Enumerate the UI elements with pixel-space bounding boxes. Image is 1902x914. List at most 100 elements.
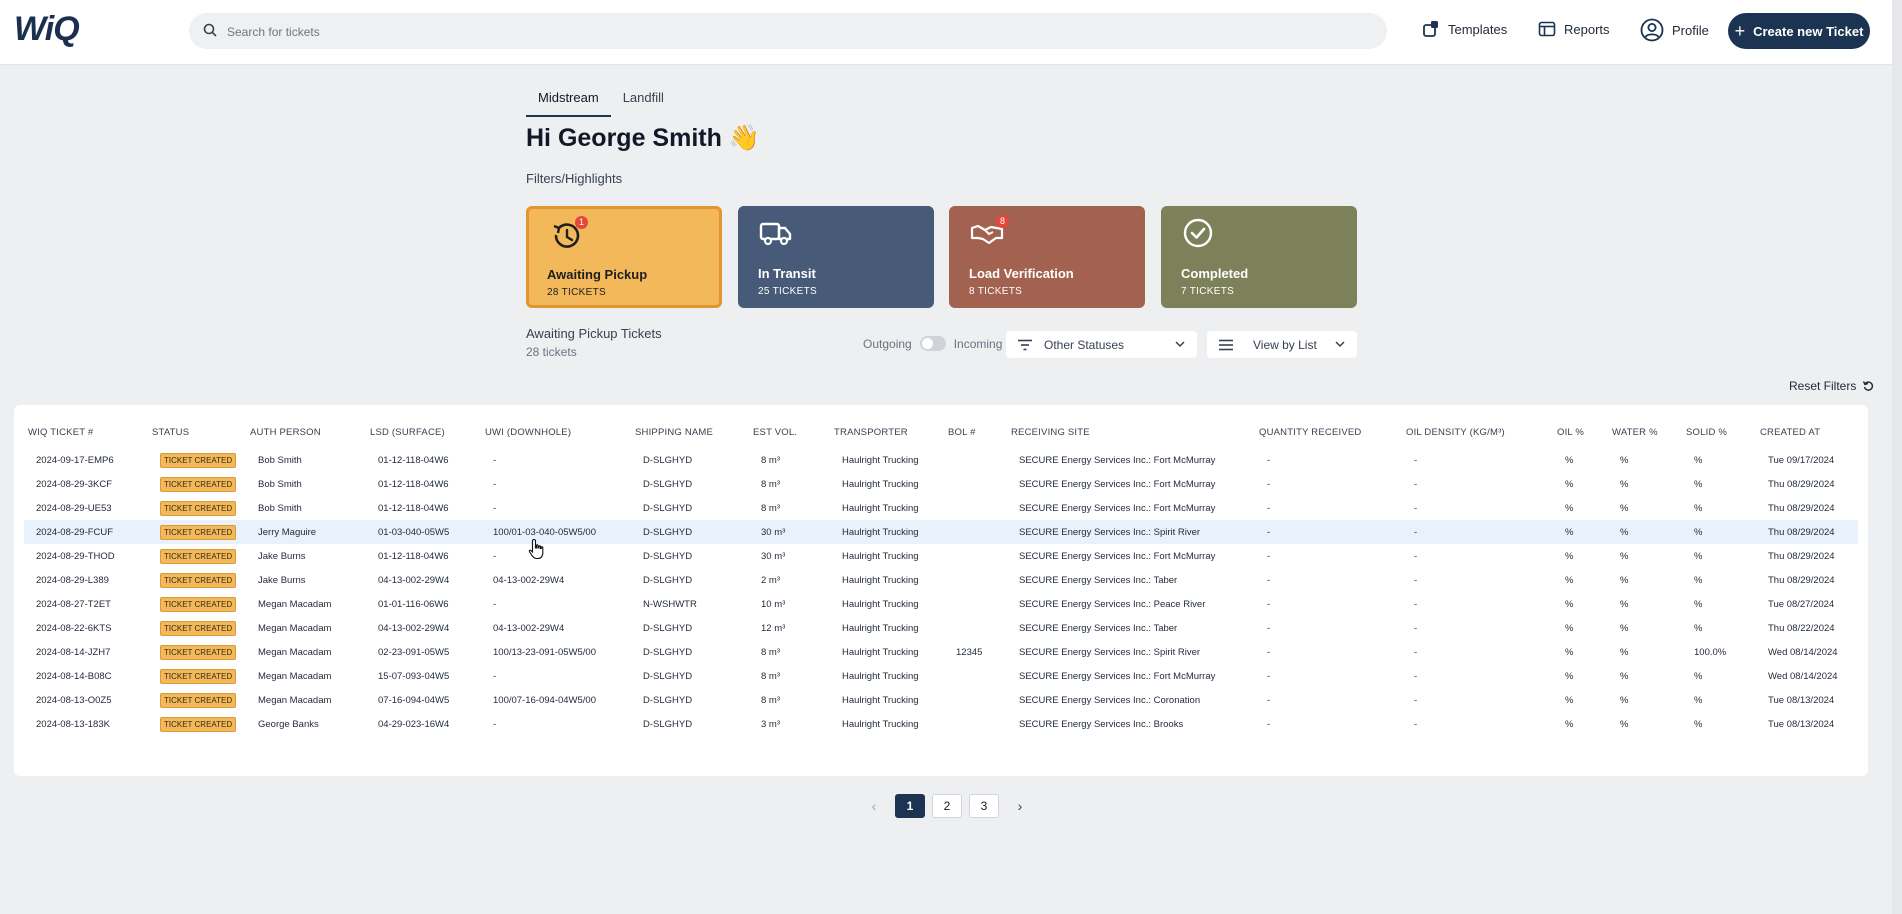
table-cell: % <box>1565 479 1574 490</box>
table-cell: Haulright Trucking <box>842 695 919 706</box>
table-cell: 2024-08-13-O0Z5 <box>36 695 112 706</box>
chevron-down-icon <box>1175 341 1185 348</box>
tickets-table: WIQ TICKET # STATUS AUTH PERSON LSD (SURFAC… <box>14 405 1868 776</box>
tab-landfill[interactable]: Landfill <box>622 90 664 105</box>
create-ticket-button[interactable]: + Create new Ticket <box>1728 13 1870 49</box>
table-cell: 2 m³ <box>761 575 780 586</box>
table-cell: Megan Macadam <box>258 599 332 610</box>
table-cell: SECURE Energy Services Inc.: Spirit Rive… <box>1019 527 1201 538</box>
card-completed[interactable]: Completed 7 TICKETS <box>1161 206 1357 308</box>
table-cell: - <box>1414 479 1418 490</box>
page-button-1[interactable]: 1 <box>895 794 925 818</box>
table-cell: Thu 08/29/2024 <box>1768 527 1835 538</box>
th-quantity-received[interactable]: QUANTITY RECEIVED <box>1259 427 1362 438</box>
reset-icon <box>1863 381 1874 391</box>
table-cell: 01-12-118-04W6 <box>378 455 449 466</box>
th-uwi[interactable]: UWI (DOWNHOLE) <box>485 427 572 438</box>
direction-toggle: Outgoing Incoming <box>863 336 1002 351</box>
table-cell: Tue 08/13/2024 <box>1768 719 1835 730</box>
table-cell: Haulright Trucking <box>842 599 919 610</box>
view-dropdown[interactable]: View by List <box>1207 331 1357 358</box>
th-status[interactable]: STATUS <box>152 427 190 438</box>
th-est-vol[interactable]: EST VOL. <box>753 427 798 438</box>
table-cell: Haulright Trucking <box>842 719 919 730</box>
search-input[interactable] <box>225 13 1379 51</box>
page-scrollbar[interactable] <box>1892 0 1902 914</box>
table-cell: - <box>1414 719 1418 730</box>
table-cell: - <box>1414 527 1418 538</box>
table-cell: - <box>493 455 497 466</box>
status-dropdown-label: Other Statuses <box>1044 337 1125 352</box>
table-row[interactable]: 2024-08-29-FCUF TICKET CREATED Jerry Magui… <box>24 520 1858 544</box>
table-cell: D-SLGHYD <box>643 647 693 658</box>
th-solid-pct[interactable]: SOLID % <box>1686 427 1727 438</box>
table-cell: % <box>1620 719 1629 730</box>
next-page-button[interactable]: › <box>1017 798 1023 814</box>
table-cell: SECURE Energy Services Inc.: Spirit Rive… <box>1019 647 1201 658</box>
card-load-verification[interactable]: 8 Load Verification 8 TICKETS <box>949 206 1145 308</box>
table-cell: Wed 08/14/2024 <box>1768 671 1838 682</box>
wiq-logo[interactable]: WiQ <box>14 10 80 48</box>
table-row[interactable]: 2024-08-14-JZH7 TICKET CREATED Megan Macad… <box>24 640 1858 664</box>
card-count: 28 TICKETS <box>547 287 606 298</box>
prev-page-button[interactable]: ‹ <box>871 798 877 814</box>
table-row[interactable]: 2024-08-29-THOD TICKET CREATED Jake Burns 0… <box>24 544 1858 568</box>
card-awaiting-pickup[interactable]: 1 Awaiting Pickup 28 TICKETS <box>526 206 722 308</box>
th-bol[interactable]: BOL # <box>948 427 976 438</box>
reports-link[interactable]: Reports <box>1538 20 1610 38</box>
table-row[interactable]: 2024-08-14-B08C TICKET CREATED Megan Macad… <box>24 664 1858 688</box>
reset-filters-button[interactable]: Reset Filters <box>1789 379 1874 393</box>
th-transporter[interactable]: TRANSPORTER <box>834 427 908 438</box>
table-cell: Haulright Trucking <box>842 455 919 466</box>
table-row[interactable]: 2024-08-27-T2ET TICKET CREATED Megan Macad… <box>24 592 1858 616</box>
status-badge: TICKET CREATED <box>160 477 237 492</box>
th-shipping-name[interactable]: SHIPPING NAME <box>635 427 714 438</box>
page-button-2[interactable]: 2 <box>932 794 962 818</box>
table-cell: % <box>1694 671 1703 682</box>
list-icon <box>1219 339 1233 350</box>
table-cell: 12 m³ <box>761 623 786 634</box>
th-receiving-site[interactable]: RECEIVING SITE <box>1011 427 1090 438</box>
clock-history-icon <box>553 223 580 248</box>
card-in-transit[interactable]: In Transit 25 TICKETS <box>738 206 934 308</box>
search-bar[interactable] <box>189 13 1387 51</box>
table-cell: 2024-08-27-T2ET <box>36 599 111 610</box>
domain-tabs: Midstream Landfill <box>526 88 676 117</box>
reset-filters-label: Reset Filters <box>1789 379 1857 393</box>
table-row[interactable]: 2024-08-13-O0Z5 TICKET CREATED Megan Macad… <box>24 688 1858 712</box>
table-cell: Tue 08/27/2024 <box>1768 599 1835 610</box>
th-auth-person[interactable]: AUTH PERSON <box>250 427 321 438</box>
table-cell: 2024-08-29-L389 <box>36 575 109 586</box>
page-button-3[interactable]: 3 <box>969 794 999 818</box>
th-ticket[interactable]: WIQ TICKET # <box>28 427 94 438</box>
create-ticket-label: Create new Ticket <box>1753 23 1864 39</box>
th-oil-density[interactable]: OIL DENSITY (KG/M³) <box>1406 427 1505 438</box>
table-cell: - <box>1414 695 1418 706</box>
table-cell: % <box>1620 527 1629 538</box>
table-cell: 01-12-118-04W6 <box>378 479 449 490</box>
th-lsd[interactable]: LSD (SURFACE) <box>370 427 445 438</box>
direction-switch[interactable] <box>919 336 946 351</box>
th-oil-pct[interactable]: OIL % <box>1557 427 1585 438</box>
table-row[interactable]: 2024-08-13-183K TICKET CREATED George Bank… <box>24 712 1858 736</box>
tab-midstream[interactable]: Midstream <box>526 88 611 117</box>
view-dropdown-label: View by List <box>1253 337 1317 352</box>
table-row[interactable]: 2024-08-29-UE53 TICKET CREATED Bob Smith 01… <box>24 496 1858 520</box>
table-cell: % <box>1620 503 1629 514</box>
profile-link[interactable]: Profile <box>1640 18 1709 42</box>
status-dropdown[interactable]: Other Statuses <box>1006 331 1197 358</box>
table-cell: 2024-08-29-UE53 <box>36 503 112 514</box>
templates-link[interactable]: Templates <box>1422 20 1507 38</box>
table-cell: SECURE Energy Services Inc.: Brooks <box>1019 719 1184 730</box>
table-cell: % <box>1565 503 1574 514</box>
plus-icon: + <box>1734 21 1746 41</box>
th-created-at[interactable]: CREATED AT <box>1760 427 1821 438</box>
table-cell: Megan Macadam <box>258 647 332 658</box>
th-water-pct[interactable]: WATER % <box>1612 427 1658 438</box>
table-cell: SECURE Energy Services Inc.: Fort McMurr… <box>1019 503 1216 514</box>
table-row[interactable]: 2024-09-17-EMP6 TICKET CREATED Bob Smith 01… <box>24 448 1858 472</box>
table-row[interactable]: 2024-08-22-6KTS TICKET CREATED Megan Macad… <box>24 616 1858 640</box>
table-row[interactable]: 2024-08-29-L389 TICKET CREATED Jake Burns 0… <box>24 568 1858 592</box>
list-count: 28 tickets <box>526 345 577 359</box>
table-row[interactable]: 2024-08-29-3KCF TICKET CREATED Bob Smith 01… <box>24 472 1858 496</box>
